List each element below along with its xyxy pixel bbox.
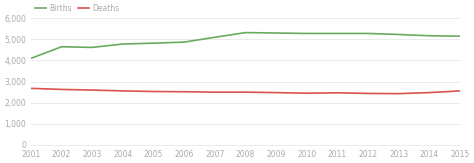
Births bbox=[365, 32, 371, 34]
Deaths bbox=[365, 92, 371, 94]
Births bbox=[212, 36, 218, 38]
Deaths bbox=[243, 91, 248, 93]
Births bbox=[273, 32, 279, 34]
Births bbox=[243, 32, 248, 34]
Deaths bbox=[457, 90, 463, 92]
Deaths bbox=[427, 92, 432, 94]
Births bbox=[457, 35, 463, 37]
Line: Births: Births bbox=[31, 33, 460, 58]
Deaths bbox=[304, 92, 310, 94]
Deaths bbox=[182, 91, 187, 93]
Births bbox=[120, 43, 126, 45]
Deaths bbox=[28, 87, 34, 89]
Births bbox=[151, 42, 156, 44]
Line: Deaths: Deaths bbox=[31, 88, 460, 94]
Births bbox=[396, 34, 402, 36]
Births bbox=[335, 32, 340, 34]
Deaths bbox=[90, 89, 95, 91]
Deaths bbox=[120, 90, 126, 92]
Births bbox=[304, 32, 310, 34]
Births bbox=[59, 46, 64, 48]
Deaths bbox=[59, 89, 64, 90]
Deaths bbox=[273, 92, 279, 94]
Legend: Births, Deaths: Births, Deaths bbox=[35, 4, 120, 13]
Births bbox=[182, 41, 187, 43]
Births bbox=[28, 57, 34, 59]
Deaths bbox=[396, 93, 402, 95]
Births bbox=[90, 46, 95, 48]
Deaths bbox=[151, 91, 156, 93]
Deaths bbox=[335, 92, 340, 94]
Births bbox=[427, 35, 432, 37]
Deaths bbox=[212, 91, 218, 93]
